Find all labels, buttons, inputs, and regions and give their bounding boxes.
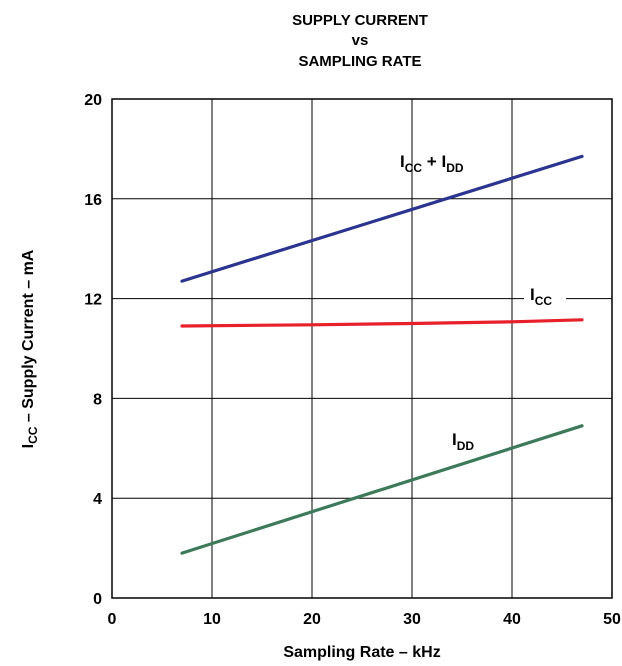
y-axis-label-main: I bbox=[20, 444, 37, 448]
series-line-icc bbox=[180, 318, 584, 328]
tick-labels: 0 10 20 30 40 50 0 4 8 12 16 20 bbox=[84, 92, 621, 628]
chart-title-line-2: vs bbox=[352, 32, 369, 49]
series-label-idd: IDD bbox=[452, 430, 474, 453]
y-tick-label-0: 0 bbox=[93, 591, 102, 608]
series-label-icc-idd: ICC + IDD bbox=[400, 152, 464, 175]
chart-title-line-1: SUPPLY CURRENT bbox=[292, 12, 428, 29]
x-tick-label-10: 10 bbox=[203, 611, 221, 628]
x-tick-label-40: 40 bbox=[503, 611, 521, 628]
series-lines bbox=[180, 154, 584, 555]
x-axis-label: Sampling Rate – kHz bbox=[283, 644, 440, 661]
x-tick-label-30: 30 bbox=[403, 611, 421, 628]
x-tick-label-50: 50 bbox=[603, 611, 621, 628]
y-tick-label-20: 20 bbox=[84, 92, 102, 109]
grid-lines bbox=[112, 99, 612, 598]
y-tick-label-16: 16 bbox=[84, 192, 102, 209]
x-tick-label-0: 0 bbox=[108, 611, 117, 628]
y-axis-label-rest: – Supply Current – mA bbox=[20, 249, 37, 426]
plot-frame bbox=[111, 98, 613, 599]
series-label-icc-bg bbox=[524, 282, 566, 312]
y-axis-label: ICC – Supply Current – mA bbox=[20, 249, 40, 448]
series-label-icc: ICC bbox=[530, 285, 552, 308]
y-tick-label-8: 8 bbox=[93, 391, 102, 408]
series-line-idd bbox=[180, 424, 584, 555]
series-line-icc-idd bbox=[180, 154, 584, 283]
y-axis-label-sub: CC bbox=[26, 426, 40, 444]
y-tick-label-4: 4 bbox=[93, 491, 102, 508]
x-tick-label-20: 20 bbox=[303, 611, 321, 628]
chart-title-line-3: SAMPLING RATE bbox=[298, 53, 421, 70]
y-tick-label-12: 12 bbox=[84, 292, 102, 309]
